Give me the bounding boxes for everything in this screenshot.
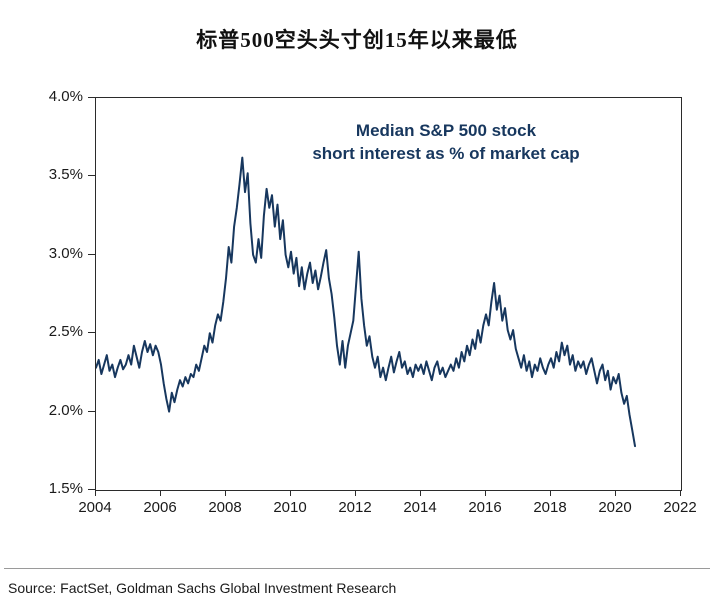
- chart-svg: [96, 156, 636, 448]
- x-axis-tick-mark: [225, 490, 226, 496]
- chart-annotation-line1: Median S&P 500 stock: [355, 121, 537, 140]
- source-divider: [4, 568, 710, 569]
- x-axis-tick-mark: [485, 490, 486, 496]
- x-axis-tick-label: 2016: [468, 499, 502, 516]
- x-axis-tick-mark: [290, 490, 291, 496]
- y-axis-tick-label: 2.0%: [48, 401, 83, 419]
- y-axis-tick-label: 1.5%: [48, 480, 83, 497]
- y-axis-tick-mark: [88, 175, 95, 177]
- plot-area: Median S&P 500 stock short interest as %…: [95, 97, 682, 491]
- x-axis-tick-label: 2018: [533, 499, 567, 516]
- x-axis-tick-label: 2014: [403, 499, 437, 516]
- y-axis-tick-mark: [88, 253, 95, 255]
- chart-title: 标普500空头头寸创15年以来最低: [196, 28, 518, 52]
- y-axis-tick-mark: [88, 97, 95, 98]
- y-axis-tick-label: 3.5%: [48, 166, 83, 184]
- x-axis-tick-label: 2012: [338, 499, 372, 516]
- x-axis-tick-mark: [160, 490, 161, 496]
- x-axis-tick-label: 2004: [78, 499, 112, 516]
- y-axis-tick-label: 2.5%: [48, 323, 83, 341]
- x-axis-tick-mark: [95, 490, 96, 496]
- y-axis-tick-label: 3.0%: [48, 244, 83, 262]
- x-axis-tick-label: 2010: [273, 499, 307, 516]
- x-axis-tick-mark: [550, 490, 551, 496]
- chart-annotation-line2: short interest as % of market cap: [312, 143, 580, 163]
- x-axis-tick-mark: [680, 490, 681, 496]
- y-axis-tick-label: 4.0%: [48, 88, 83, 105]
- y-axis-tick-mark: [88, 489, 95, 490]
- x-axis-tick-mark: [420, 490, 421, 496]
- source-text: Source: FactSet, Goldman Sachs Global In…: [8, 580, 397, 596]
- y-axis-tick-mark: [88, 332, 95, 334]
- chart-annotation: Median S&P 500 stock short interest as %…: [271, 120, 621, 166]
- short-interest-line: [96, 156, 636, 448]
- x-axis-tick-mark: [615, 490, 616, 496]
- x-axis-tick-label: 2006: [143, 499, 177, 516]
- x-axis-tick-mark: [355, 490, 356, 496]
- x-axis-tick-label: 2020: [598, 499, 632, 516]
- y-axis-tick-mark: [88, 410, 95, 412]
- x-axis-tick-label: 2008: [208, 499, 242, 516]
- x-axis-tick-label: 2022: [663, 499, 697, 516]
